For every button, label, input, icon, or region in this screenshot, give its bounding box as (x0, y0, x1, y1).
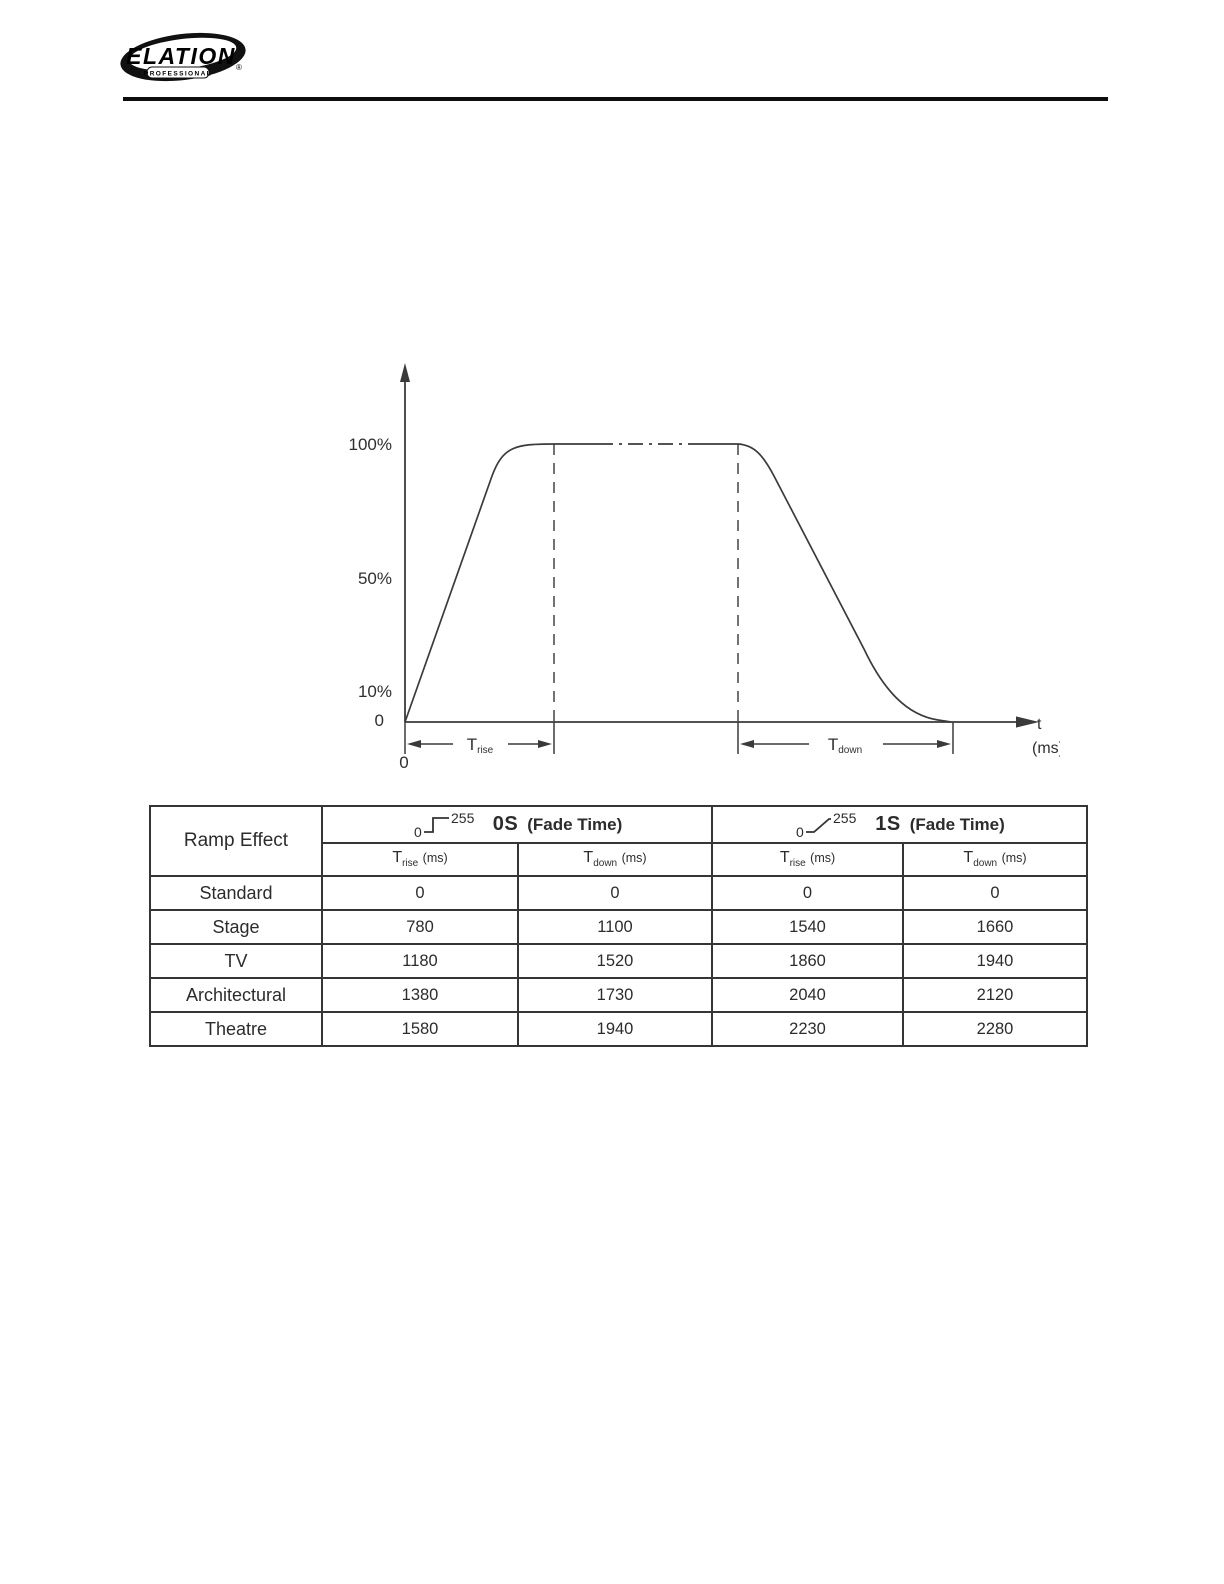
table-cell: 780 (321, 909, 519, 945)
table-row-architectural: Architectural 1380 1730 2040 2120 (149, 977, 1088, 1013)
row-label: Architectural (149, 977, 323, 1013)
table-cell: 1940 (902, 943, 1088, 979)
svg-text:0: 0 (414, 824, 422, 840)
table-cell: 2120 (902, 977, 1088, 1013)
subheader-trise-1s: Trise (ms) (711, 842, 904, 877)
header-rule (123, 97, 1108, 101)
x-axis-unit: (ms) (1032, 740, 1060, 757)
svg-text:255: 255 (451, 810, 475, 826)
table-cell: 0 (902, 875, 1088, 911)
rise-dim-label: Trise (467, 735, 494, 756)
table-cell: 1520 (517, 943, 713, 979)
logo-tagline-capsule (146, 66, 210, 79)
table-row-stage: Stage 780 1100 1540 1660 (149, 909, 1088, 945)
table-cell: 1580 (321, 1011, 519, 1047)
y-axis-arrow-icon (400, 363, 410, 382)
rise-arrow-right-icon (538, 740, 552, 748)
curve-fall-segment (737, 443, 952, 723)
table-row-theatre: Theatre 1580 1940 2230 2280 (149, 1011, 1088, 1047)
group-suffix-label: (Fade Time) (527, 814, 623, 834)
logo-tagline-text: PROFESSIONAL (144, 71, 212, 78)
y-label-50: 50% (358, 569, 392, 588)
step-icon: 0 255 (414, 810, 475, 840)
registered-mark: ® (236, 63, 242, 72)
group-header-1s: 0 255 1S (Fade Time) (711, 805, 1088, 844)
table-cell: 1380 (321, 977, 519, 1013)
ramp-curve-diagram: 100% 50% 10% 0 0 t (ms) Trise Tdown (349, 363, 1060, 772)
table-cell: 1730 (517, 977, 713, 1013)
x-axis-label: t (1037, 716, 1042, 733)
ramp-effect-table: Ramp Effect 0 255 0S (Fade Time) (149, 805, 1088, 1047)
table-cell: 1100 (517, 909, 713, 945)
ramp-icon: 0 255 (796, 810, 857, 840)
table-group-header-row: Ramp Effect 0 255 0S (Fade Time) (149, 805, 1088, 877)
table-row-standard: Standard 0 0 0 0 (149, 875, 1088, 911)
subheader-trise-0s: Trise (ms) (321, 842, 519, 877)
row-label: Theatre (149, 1011, 323, 1047)
x-axis-arrow-icon (1016, 716, 1039, 728)
subheader-tdown-1s: Tdown (ms) (902, 842, 1088, 877)
group-header-0s: 0 255 0S (Fade Time) (321, 805, 713, 844)
table-cell: 2280 (902, 1011, 1088, 1047)
elation-logo: ELATION PROFESSIONAL ® (120, 32, 246, 82)
origin-label: 0 (399, 753, 408, 772)
row-label: Standard (149, 875, 323, 911)
group-time-label: 0S (492, 813, 519, 835)
table-cell: 0 (517, 875, 713, 911)
down-arrow-left-icon (740, 740, 754, 748)
row-label: Stage (149, 909, 323, 945)
table-cell: 2230 (711, 1011, 904, 1047)
table-cell: 0 (711, 875, 904, 911)
down-dim-label: Tdown (828, 735, 862, 756)
table-cell: 1660 (902, 909, 1088, 945)
table-cell: 1940 (517, 1011, 713, 1047)
table-cell: 2040 (711, 977, 904, 1013)
subheader-tdown-0s: Tdown (ms) (517, 842, 713, 877)
table-cell: 0 (321, 875, 519, 911)
group-time-label: 1S (875, 813, 901, 835)
row-label: TV (149, 943, 323, 979)
table-cell: 1180 (321, 943, 519, 979)
y-label-10: 10% (358, 682, 392, 701)
y-label-100: 100% (349, 435, 392, 454)
y-label-0: 0 (375, 711, 384, 730)
group-suffix-label: (Fade Time) (909, 814, 1005, 834)
table-cell: 1860 (711, 943, 904, 979)
svg-text:0: 0 (796, 824, 804, 840)
curve-rise-segment (404, 443, 555, 723)
svg-text:255: 255 (833, 810, 857, 826)
corner-header-cell: Ramp Effect (149, 805, 323, 877)
table-cell: 1540 (711, 909, 904, 945)
table-subheader-row: Trise (ms) Tdown (ms) Trise (ms) Tdown (… (150, 842, 1088, 877)
down-arrow-right-icon (937, 740, 951, 748)
rise-arrow-left-icon (407, 740, 421, 748)
logo-brand-text: ELATION (126, 43, 236, 69)
table-row-tv: TV 1180 1520 1860 1940 (149, 943, 1088, 979)
